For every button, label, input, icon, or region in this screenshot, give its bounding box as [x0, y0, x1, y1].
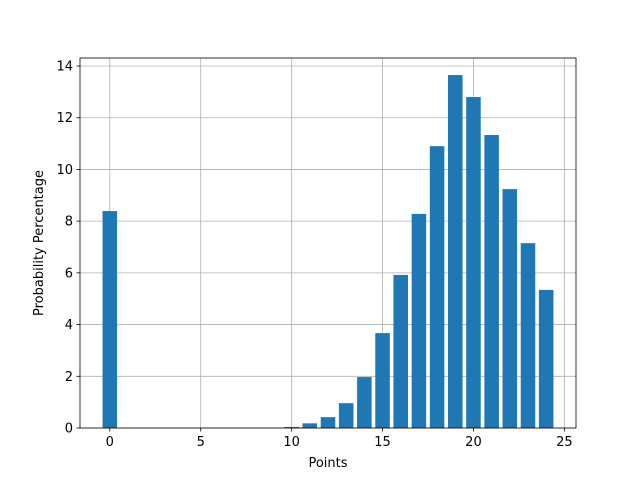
- bar: [102, 211, 118, 428]
- y-tick-label: 4: [65, 318, 73, 333]
- bar: [375, 333, 390, 428]
- y-tick-label: 8: [65, 215, 73, 230]
- bar: [538, 289, 554, 428]
- x-tick-label: 15: [374, 435, 391, 450]
- x-axis-label: Points: [308, 456, 347, 471]
- bar: [448, 75, 463, 428]
- bar: [302, 423, 318, 428]
- x-tick-label: 5: [197, 435, 205, 450]
- bar: [338, 403, 354, 428]
- y-tick-label: 12: [56, 111, 73, 126]
- y-tick-label: 0: [65, 422, 73, 437]
- y-tick-label: 2: [65, 370, 73, 385]
- bar: [284, 426, 299, 428]
- y-axis-label: Probability Percentage: [32, 170, 47, 316]
- bar: [466, 97, 481, 428]
- bar: [393, 274, 408, 428]
- bar: [429, 146, 445, 428]
- y-tick-label: 10: [56, 163, 73, 178]
- y-tick-label: 6: [65, 266, 73, 281]
- x-tick-label: 25: [556, 435, 573, 450]
- bar: [411, 213, 427, 428]
- x-tick-label: 20: [465, 435, 482, 450]
- x-tick-label: 10: [283, 435, 300, 450]
- y-tick-label: 14: [56, 60, 73, 75]
- x-tick-label: 0: [106, 435, 114, 450]
- bar: [502, 189, 518, 428]
- bar: [357, 377, 372, 428]
- bar: [320, 417, 336, 428]
- bar: [484, 135, 499, 428]
- bar: [520, 243, 536, 428]
- plot-frame: [79, 57, 577, 429]
